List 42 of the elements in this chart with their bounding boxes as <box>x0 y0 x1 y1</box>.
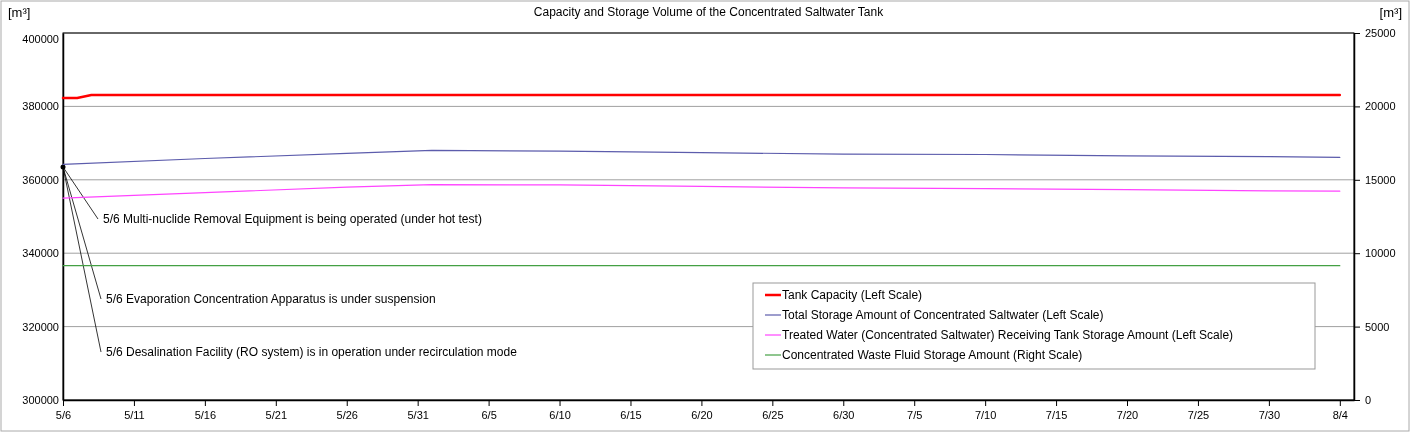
y-tick-label: 300000 <box>22 394 59 407</box>
x-tick-label: 8/4 <box>1332 408 1348 421</box>
y-tick-label: 400000 <box>22 33 59 46</box>
legend-label: Total Storage Amount of Concentrated Saltwater (Left Scale) <box>782 308 1104 323</box>
line-series <box>62 183 1341 199</box>
x-tick-label: 6/15 <box>620 408 642 421</box>
x-tick-label: 7/25 <box>1187 408 1210 421</box>
y2-tick-label: 0 <box>1365 394 1372 407</box>
y-tick-label: 340000 <box>22 247 59 260</box>
x-tick-label: 7/30 <box>1258 408 1281 421</box>
y2-tick-label: 5000 <box>1365 320 1390 333</box>
y2-tick-label: 25000 <box>1365 27 1396 40</box>
x-tick-label: 6/20 <box>691 408 713 421</box>
legend-label: Tank Capacity (Left Scale) <box>782 288 923 303</box>
x-tick-label: 7/10 <box>974 408 997 421</box>
x-tick-label: 7/5 <box>907 408 923 421</box>
y2-tick-label: 10000 <box>1365 247 1396 260</box>
y2-tick-label: 20000 <box>1365 100 1396 113</box>
legend-label: Treated Water (Concentrated Saltwater) Receiving Tank Storage Amount (Left Scale) <box>782 328 1234 343</box>
x-tick-label: 5/26 <box>336 408 358 421</box>
x-tick-label: 5/11 <box>124 408 145 421</box>
x-tick-label: 6/10 <box>549 408 571 421</box>
x-tick-label: 5/16 <box>194 408 217 421</box>
x-tick-label: 7/15 <box>1045 408 1068 421</box>
x-tick-label: 5/31 <box>407 408 429 421</box>
y2-axis-title: [m³] <box>1379 5 1402 20</box>
annotation: 5/6 Desalination Facility (RO system) is in operation under recirculation mode <box>106 345 518 359</box>
x-tick-label: 5/21 <box>265 408 288 421</box>
x-tick-label: 5/6 <box>55 408 72 421</box>
chart-title: Capacity and Storage Volume of the Concentrated Saltwater Tank <box>533 5 885 19</box>
y-axis-title: [m³] <box>8 5 31 20</box>
annotation: 5/6 Evaporation Concentration Apparatus is under suspension <box>106 292 436 306</box>
y-tick-label: 360000 <box>22 173 59 186</box>
annotation: 5/6 Multi-nuclide Removal Equipment is being operated (under hot test) <box>103 212 482 226</box>
x-tick-label: 6/30 <box>833 408 855 421</box>
y-tick-label: 380000 <box>22 100 59 113</box>
x-tick-label: 7/20 <box>1116 408 1139 421</box>
x-tick-label: 6/5 <box>481 408 497 421</box>
y-tick-label: 320000 <box>22 320 59 333</box>
legend-label: Concentrated Waste Fluid Storage Amount (Right Scale) <box>782 348 1083 363</box>
x-tick-label: 6/25 <box>762 408 784 421</box>
y2-tick-label: 15000 <box>1365 173 1396 186</box>
